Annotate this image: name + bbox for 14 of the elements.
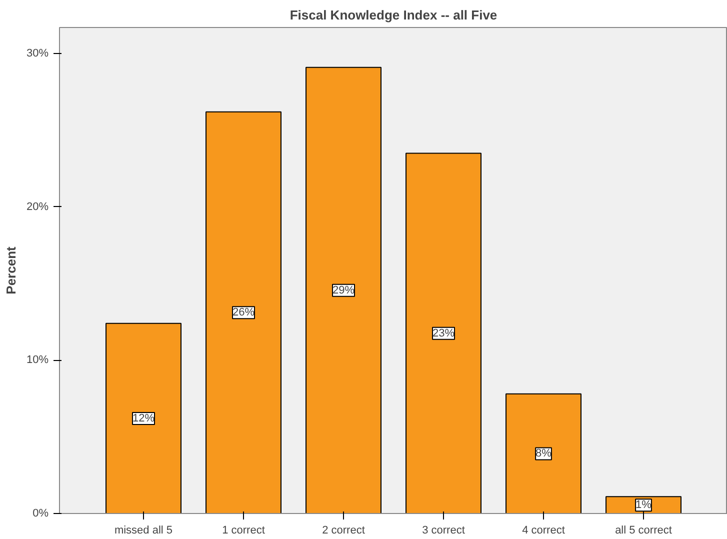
y-tick-label: 10% <box>26 354 49 366</box>
x-tick-label: missed all 5 <box>114 524 173 536</box>
x-tick-label: 2 correct <box>322 524 365 536</box>
y-tick-label: 0% <box>32 508 49 520</box>
x-tick-label: 1 correct <box>222 524 265 536</box>
y-tick-label: 30% <box>26 48 49 60</box>
x-tick-label: all 5 correct <box>615 524 672 536</box>
data-label: 8% <box>536 448 552 460</box>
y-axis-title: Percent <box>3 246 18 294</box>
x-tick-label: 3 correct <box>422 524 465 536</box>
chart-title: Fiscal Knowledge Index -- all Five <box>290 8 498 22</box>
data-label: 1% <box>636 499 652 512</box>
x-tick-label: 4 correct <box>522 524 565 536</box>
y-tick-label: 20% <box>26 200 49 213</box>
